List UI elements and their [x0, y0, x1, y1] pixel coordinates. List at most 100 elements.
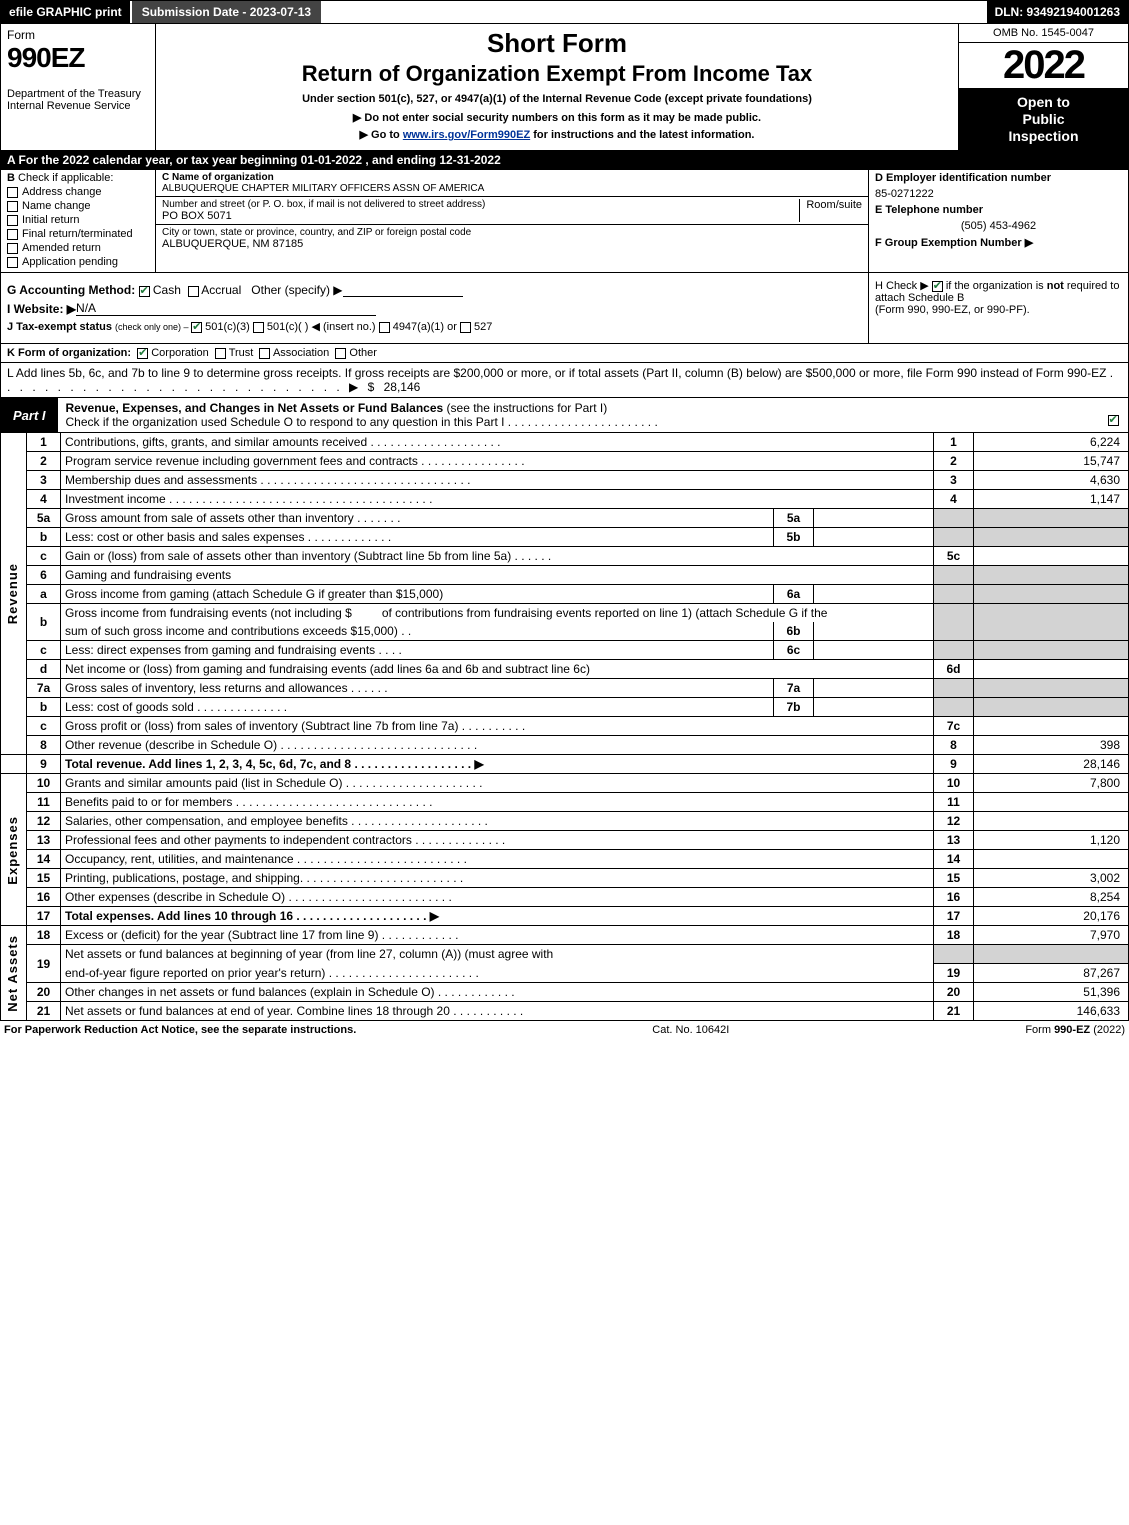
street-value: PO BOX 5071 [162, 210, 779, 222]
l13-num: 13 [27, 831, 61, 850]
chk-trust[interactable] [215, 348, 226, 359]
l20-rn: 20 [934, 982, 974, 1001]
section-g: G Accounting Method: Cash Accrual Other … [7, 283, 862, 297]
b-item-5: Application pending [22, 256, 118, 268]
no-ssn-line: ▶ Do not enter social security numbers o… [162, 111, 952, 124]
h-not: not [1047, 280, 1064, 292]
chk-501c[interactable] [253, 322, 264, 333]
l7a-sv[interactable] [814, 679, 934, 698]
chk-accrual[interactable] [188, 286, 199, 297]
header-left: Form 990EZ Department of the Treasury In… [1, 24, 156, 150]
l7b-val-grey [974, 698, 1129, 717]
l10-desc: Grants and similar amounts paid (list in… [61, 774, 934, 793]
l4-val: 1,147 [974, 490, 1129, 509]
section-bcd: B Check if applicable: Address change Na… [0, 170, 1129, 273]
c-street-label: Number and street (or P. O. box, if mail… [162, 199, 779, 210]
form-word: Form [7, 28, 149, 42]
city-value: ALBUQUERQUE, NM 87185 [162, 238, 862, 250]
l14-desc: Occupancy, rent, utilities, and maintena… [61, 850, 934, 869]
lines-table: Revenue 1 Contributions, gifts, grants, … [0, 433, 1129, 1021]
chk-schedule-o-part1[interactable] [1108, 415, 1119, 426]
omb-number: OMB No. 1545-0047 [959, 24, 1128, 43]
i-label: I Website: ▶ [7, 302, 76, 316]
l20-val: 51,396 [974, 982, 1129, 1001]
section-k: K Form of organization: Corporation Trus… [0, 344, 1129, 363]
chk-initial-return[interactable] [7, 215, 18, 226]
section-l: L Add lines 5b, 6c, and 7b to line 9 to … [0, 363, 1129, 398]
l7b-num: b [27, 698, 61, 717]
section-ghi: G Accounting Method: Cash Accrual Other … [0, 273, 1129, 344]
b-item-4: Amended return [22, 242, 101, 254]
l1-val: 6,224 [974, 433, 1129, 452]
l7b-sn: 7b [774, 698, 814, 717]
chk-application-pending[interactable] [7, 257, 18, 268]
g-other-input[interactable] [343, 296, 463, 297]
g-other: Other (specify) ▶ [251, 283, 342, 297]
footer-center: Cat. No. 10642I [652, 1024, 729, 1036]
j-opt2: 501(c)( ) ◀ (insert no.) [264, 321, 379, 333]
k-other: Other [349, 347, 377, 359]
l17-num: 17 [27, 907, 61, 926]
l21-num: 21 [27, 1001, 61, 1020]
l6c-rn-grey [934, 641, 974, 660]
l6b-num: b [27, 604, 61, 641]
l8-desc: Other revenue (describe in Schedule O) .… [61, 736, 934, 755]
l7b-sv[interactable] [814, 698, 934, 717]
chk-assoc[interactable] [259, 348, 270, 359]
chk-amended-return[interactable] [7, 243, 18, 254]
l6a-sv[interactable] [814, 585, 934, 604]
open-line1: Open to [963, 94, 1124, 111]
h-text2: if the organization is [946, 280, 1047, 292]
g-accrual: Accrual [201, 283, 241, 297]
l17-rn: 17 [934, 907, 974, 926]
chk-501c3[interactable] [191, 322, 202, 333]
l-value: 28,146 [384, 380, 421, 394]
b-label: Check if applicable: [18, 172, 113, 184]
l5a-sv[interactable] [814, 509, 934, 528]
chk-name-change[interactable] [7, 201, 18, 212]
l6b-sn: 6b [774, 622, 814, 641]
chk-cash[interactable] [139, 286, 150, 297]
l6b-rn-grey [934, 604, 974, 641]
chk-final-return[interactable] [7, 229, 18, 240]
revenue-side-label: Revenue [1, 433, 27, 755]
irs-link[interactable]: www.irs.gov/Form990EZ [403, 129, 530, 141]
chk-527[interactable] [460, 322, 471, 333]
b-item-2: Initial return [22, 214, 79, 226]
website-value: N/A [76, 301, 376, 316]
revenue-bottom-spacer [1, 755, 27, 774]
b-item-0: Address change [22, 186, 102, 198]
l5a-sn: 5a [774, 509, 814, 528]
l7a-rn-grey [934, 679, 974, 698]
l4-desc: Investment income . . . . . . . . . . . … [61, 490, 934, 509]
section-b: B Check if applicable: Address change Na… [1, 170, 156, 272]
l11-desc: Benefits paid to or for members . . . . … [61, 793, 934, 812]
l10-val: 7,800 [974, 774, 1129, 793]
l14-rn: 14 [934, 850, 974, 869]
l3-rn: 3 [934, 471, 974, 490]
l6b-sv[interactable] [814, 622, 934, 641]
l11-val [974, 793, 1129, 812]
l6b-desc3: sum of such gross income and contributio… [61, 622, 774, 641]
l21-rn: 21 [934, 1001, 974, 1020]
l6c-sn: 6c [774, 641, 814, 660]
l5b-val-grey [974, 528, 1129, 547]
section-def: D Employer identification number 85-0271… [868, 170, 1128, 272]
l7c-rn: 7c [934, 717, 974, 736]
l19-desc2: end-of-year figure reported on prior yea… [61, 963, 934, 982]
chk-4947[interactable] [379, 322, 390, 333]
l5b-desc: Less: cost or other basis and sales expe… [61, 528, 774, 547]
chk-corp[interactable] [137, 348, 148, 359]
h-text1: H Check ▶ [875, 280, 932, 292]
chk-other-org[interactable] [335, 348, 346, 359]
chk-schedule-b[interactable] [932, 281, 943, 292]
l18-val: 7,970 [974, 926, 1129, 945]
l5b-sv[interactable] [814, 528, 934, 547]
l5a-val-grey [974, 509, 1129, 528]
chk-address-change[interactable] [7, 187, 18, 198]
l18-rn: 18 [934, 926, 974, 945]
efile-label: efile GRAPHIC print [1, 1, 130, 23]
l6c-sv[interactable] [814, 641, 934, 660]
l5c-val [974, 547, 1129, 566]
l21-desc: Net assets or fund balances at end of ye… [61, 1001, 934, 1020]
